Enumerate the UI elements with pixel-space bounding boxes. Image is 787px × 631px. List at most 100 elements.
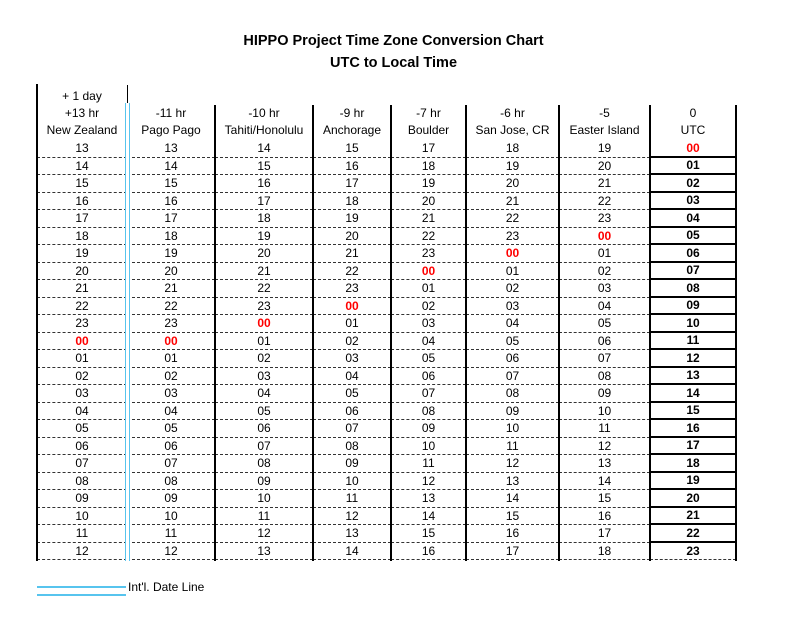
time-cell-tahiti-honolulu-utc22: 12 [215, 525, 313, 543]
time-cell-san-jose-cr-utc12: 06 [466, 350, 559, 368]
column-name-boulder: Boulder [407, 123, 450, 137]
time-cell-utc-utc17: 17 [650, 438, 736, 455]
time-cell-utc-utc4: 04 [650, 210, 736, 228]
time-cell-utc-utc20: 20 [650, 490, 736, 508]
time-cell-easter-island-utc7: 02 [559, 263, 650, 280]
time-cell-easter-island-utc8: 03 [559, 280, 650, 298]
time-cell-new-zealand-utc6: 19 [37, 245, 127, 263]
time-cell-tahiti-honolulu-utc14: 04 [215, 385, 313, 403]
time-cell-boulder-utc18: 11 [391, 455, 466, 473]
time-cell-new-zealand-utc16: 05 [37, 420, 127, 438]
time-cell-pago-pago-utc3: 16 [127, 193, 215, 210]
time-cell-anchorage-utc3: 18 [313, 193, 391, 210]
time-cell-tahiti-honolulu-utc15: 05 [215, 403, 313, 420]
time-cell-pago-pago-utc6: 19 [127, 245, 215, 263]
time-cell-new-zealand-utc17: 06 [37, 438, 127, 455]
time-cell-tahiti-honolulu-utc13: 03 [215, 368, 313, 385]
time-cell-boulder-utc21: 14 [391, 508, 466, 525]
time-cell-tahiti-honolulu-utc17: 07 [215, 438, 313, 455]
chart-title: HIPPO Project Time Zone Conversion Chart [243, 33, 544, 49]
time-cell-tahiti-honolulu-utc18: 08 [215, 455, 313, 473]
column-offset-boulder: -7 hr [416, 106, 441, 120]
time-cell-new-zealand-utc19: 08 [37, 473, 127, 490]
time-cell-easter-island-utc10: 05 [559, 315, 650, 333]
time-cell-pago-pago-utc13: 02 [127, 368, 215, 385]
time-cell-boulder-utc10: 03 [391, 315, 466, 333]
time-cell-tahiti-honolulu-utc11: 01 [215, 333, 313, 350]
column-offset-new-zealand: +13 hr [64, 106, 100, 120]
time-cell-new-zealand-utc8: 21 [37, 280, 127, 298]
time-cell-easter-island-utc17: 12 [559, 438, 650, 455]
time-cell-utc-utc21: 21 [650, 508, 736, 525]
time-cell-tahiti-honolulu-utc0: 14 [215, 140, 313, 158]
time-cell-tahiti-honolulu-utc7: 21 [215, 263, 313, 280]
time-cell-easter-island-utc12: 07 [559, 350, 650, 368]
time-cell-utc-utc12: 12 [650, 350, 736, 368]
column-name-utc: UTC [680, 123, 706, 137]
time-cell-boulder-utc8: 01 [391, 280, 466, 298]
time-cell-easter-island-utc0: 19 [559, 140, 650, 158]
time-cell-pago-pago-utc1: 14 [127, 158, 215, 175]
time-cell-utc-utc7: 07 [650, 263, 736, 280]
time-cell-utc-utc10: 10 [650, 315, 736, 333]
time-cell-san-jose-cr-utc0: 18 [466, 140, 559, 158]
time-cell-san-jose-cr-utc4: 22 [466, 210, 559, 228]
time-cell-boulder-utc20: 13 [391, 490, 466, 508]
time-cell-anchorage-utc17: 08 [313, 438, 391, 455]
time-cell-pago-pago-utc21: 10 [127, 508, 215, 525]
column-divider [390, 105, 392, 561]
time-cell-san-jose-cr-utc10: 04 [466, 315, 559, 333]
time-cell-utc-utc1: 01 [650, 158, 736, 175]
time-cell-new-zealand-utc5: 18 [37, 228, 127, 245]
time-cell-tahiti-honolulu-utc16: 06 [215, 420, 313, 438]
time-cell-utc-utc6: 06 [650, 245, 736, 263]
time-cell-easter-island-utc18: 13 [559, 455, 650, 473]
time-cell-anchorage-utc22: 13 [313, 525, 391, 543]
time-cell-easter-island-utc20: 15 [559, 490, 650, 508]
time-cell-easter-island-utc4: 23 [559, 210, 650, 228]
time-cell-new-zealand-utc15: 04 [37, 403, 127, 420]
time-cell-pago-pago-utc15: 04 [127, 403, 215, 420]
time-cell-boulder-utc7: 00 [391, 263, 466, 280]
time-cell-anchorage-utc19: 10 [313, 473, 391, 490]
time-cell-pago-pago-utc11: 00 [127, 333, 215, 350]
time-cell-anchorage-utc16: 07 [313, 420, 391, 438]
time-cell-pago-pago-utc12: 01 [127, 350, 215, 368]
time-cell-boulder-utc11: 04 [391, 333, 466, 350]
time-cell-san-jose-cr-utc16: 10 [466, 420, 559, 438]
time-cell-anchorage-utc18: 09 [313, 455, 391, 473]
time-cell-boulder-utc12: 05 [391, 350, 466, 368]
column-name-easter-island: Easter Island [569, 123, 640, 137]
column-divider [465, 105, 467, 561]
time-cell-tahiti-honolulu-utc6: 20 [215, 245, 313, 263]
time-cell-utc-utc5: 05 [650, 228, 736, 245]
time-cell-pago-pago-utc9: 22 [127, 298, 215, 315]
intl-date-line-label: Int'l. Date Line [128, 580, 205, 594]
column-offset-san-jose-cr: -6 hr [500, 106, 525, 120]
time-cell-san-jose-cr-utc14: 08 [466, 385, 559, 403]
time-cell-easter-island-utc5: 00 [559, 228, 650, 245]
time-cell-new-zealand-utc0: 13 [37, 140, 127, 158]
time-cell-pago-pago-utc16: 05 [127, 420, 215, 438]
time-cell-anchorage-utc9: 00 [313, 298, 391, 315]
time-cell-pago-pago-utc2: 15 [127, 175, 215, 193]
time-cell-new-zealand-utc10: 23 [37, 315, 127, 333]
time-cell-easter-island-utc9: 04 [559, 298, 650, 315]
time-cell-new-zealand-utc22: 11 [37, 525, 127, 543]
column-offset-easter-island: -5 [599, 106, 610, 120]
time-cell-pago-pago-utc4: 17 [127, 210, 215, 228]
time-cell-anchorage-utc7: 22 [313, 263, 391, 280]
time-cell-new-zealand-utc23: 12 [37, 543, 127, 560]
time-cell-anchorage-utc6: 21 [313, 245, 391, 263]
time-cell-new-zealand-utc2: 15 [37, 175, 127, 193]
time-cell-easter-island-utc23: 18 [559, 543, 650, 560]
time-cell-utc-utc0: 00 [650, 140, 736, 158]
column-offset-pago-pago: -11 hr [155, 106, 187, 120]
time-cell-utc-utc23: 23 [650, 543, 736, 560]
time-cell-anchorage-utc20: 11 [313, 490, 391, 508]
time-cell-anchorage-utc11: 02 [313, 333, 391, 350]
time-cell-san-jose-cr-utc11: 05 [466, 333, 559, 350]
time-cell-boulder-utc1: 18 [391, 158, 466, 175]
time-cell-pago-pago-utc23: 12 [127, 543, 215, 560]
time-cell-anchorage-utc21: 12 [313, 508, 391, 525]
